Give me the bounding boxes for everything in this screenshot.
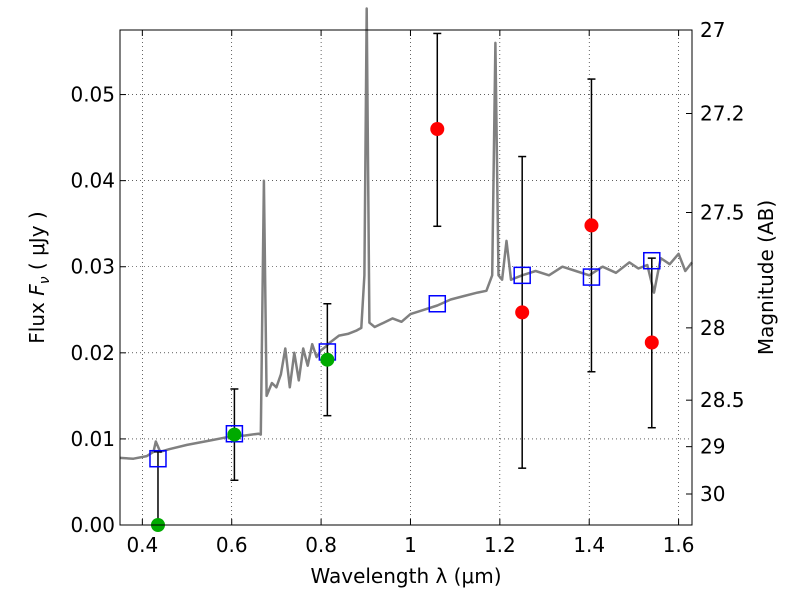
model-photometry-square xyxy=(428,295,447,313)
nondetection-point xyxy=(644,335,659,350)
x-tick-label: 1.6 xyxy=(663,533,695,557)
x-tick-label: 0.6 xyxy=(216,533,248,557)
y2-tick-label: 29 xyxy=(700,435,725,459)
nondetection-point xyxy=(430,122,445,136)
model-photometry-square xyxy=(225,424,244,443)
y-tick-label: 0.04 xyxy=(70,169,115,193)
y-axis-title-unit: ( μJy ) xyxy=(25,211,49,276)
x-tick-label: 0.8 xyxy=(305,533,337,557)
axis-ticks xyxy=(120,29,692,526)
model-photometry-square xyxy=(513,266,531,285)
y-tick-label: 0.05 xyxy=(70,83,115,107)
error-bars xyxy=(153,32,656,526)
data-markers xyxy=(149,122,661,532)
x-tick-label: 1.4 xyxy=(573,533,605,557)
y-tick-label: 0.03 xyxy=(70,255,115,279)
x-tick-label: 1 xyxy=(404,533,417,557)
spectrum-line xyxy=(119,7,693,460)
nondetection-point xyxy=(515,305,530,320)
detection-point xyxy=(320,352,335,367)
x-tick-label: 0.4 xyxy=(126,533,158,557)
detection-point xyxy=(227,427,242,442)
nondetection-point xyxy=(584,218,599,233)
grid-lines xyxy=(120,30,692,526)
y2-tick-label: 28 xyxy=(700,316,725,340)
y2-tick-label: 27.2 xyxy=(700,102,745,126)
y-axis-title-prefix: Flux xyxy=(25,296,49,344)
tick-labels: 0.4 0.6 0.8 1 1.2 1.4 1.6 0.00 0.01 0.02 0.03 0.04 0… xyxy=(70,18,744,557)
y-axis-title: Flux Fν ( μJy ) xyxy=(25,211,53,343)
plot-frame xyxy=(119,29,693,526)
y-axis-title-symbol: F xyxy=(25,284,49,296)
y2-tick-label: 27 xyxy=(700,18,725,42)
y-tick-label: 0.02 xyxy=(70,341,115,365)
y2-axis-title: Magnitude (AB) xyxy=(754,200,778,355)
model-photometry-square xyxy=(643,251,661,270)
y-tick-label: 0.01 xyxy=(70,427,115,451)
model-photometry-square xyxy=(582,268,601,286)
y2-tick-label: 27.5 xyxy=(700,201,745,225)
model-photometry-square xyxy=(149,449,167,468)
y-axis-title-subscript: ν xyxy=(37,276,53,284)
y2-tick-label: 28.5 xyxy=(700,388,745,412)
x-axis-title: Wavelength λ (μm) xyxy=(310,564,501,588)
x-tick-label: 1.2 xyxy=(484,533,516,557)
y-tick-label: 0.00 xyxy=(70,513,115,537)
y2-tick-label: 30 xyxy=(700,482,725,506)
model-spectrum xyxy=(119,7,693,460)
